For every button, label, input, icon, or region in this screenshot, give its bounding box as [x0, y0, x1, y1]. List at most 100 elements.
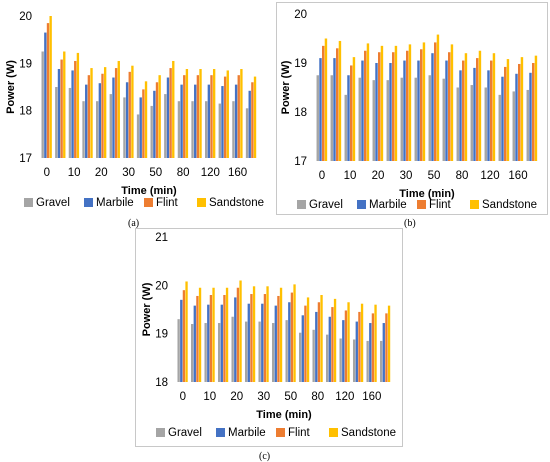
bar-gravel-8	[150, 105, 153, 158]
bar-marbile-2	[347, 75, 350, 161]
y-axis-title: Power (W)	[5, 60, 17, 114]
x-tick-label: 80	[177, 167, 190, 179]
legend-swatch-gravel	[24, 198, 33, 207]
x-tick-label: 80	[311, 391, 324, 403]
legend-swatch-flint	[144, 198, 153, 207]
bar-flint-2	[350, 65, 353, 161]
bar-gravel-6	[400, 77, 403, 161]
bar-flint-14	[518, 63, 521, 162]
bar-gravel-15	[526, 89, 529, 161]
bar-flint-15	[532, 63, 535, 161]
bar-sandstone-14	[374, 304, 377, 382]
bar-sandstone-11	[478, 50, 482, 161]
bar-sandstone-5	[117, 60, 120, 158]
bar-marbile-12	[207, 84, 211, 158]
bar-marbile-9	[166, 77, 170, 158]
y-tick-label: 19	[19, 58, 32, 70]
bar-flint-8	[155, 82, 159, 158]
bar-gravel-13	[218, 103, 221, 158]
legend-swatch-flint	[417, 200, 426, 209]
bar-sandstone-1	[338, 40, 342, 162]
bar-gravel-12	[484, 87, 487, 161]
bar-marbile-10	[315, 311, 318, 382]
bar-sandstone-1	[198, 287, 202, 382]
bar-sandstone-0	[185, 281, 188, 382]
bar-flint-13	[223, 76, 227, 158]
bar-flint-4	[378, 52, 381, 161]
bar-sandstone-0	[49, 16, 52, 158]
bar-flint-6	[263, 294, 267, 382]
y-axis-title: Power (W)	[141, 282, 153, 336]
y-tick-label: 18	[294, 107, 307, 119]
x-tick-label: 80	[456, 170, 469, 182]
x-tick-label: 50	[428, 170, 441, 182]
bar-flint-14	[237, 75, 240, 158]
bar-sandstone-9	[306, 297, 310, 382]
bar-flint-4	[236, 287, 240, 382]
y-tick-label: 19	[294, 58, 307, 70]
bar-sandstone-10	[464, 53, 468, 162]
bar-marbile-8	[288, 302, 291, 382]
bar-flint-13	[358, 311, 361, 382]
x-axis-title: Time (min)	[399, 188, 455, 200]
x-tick-label: 50	[149, 167, 162, 179]
bar-flint-5	[114, 68, 118, 158]
bar-sandstone-12	[492, 53, 496, 162]
bar-marbile-11	[194, 84, 197, 158]
legend-label-gravel: Gravel	[309, 199, 343, 211]
bar-marbile-3	[85, 84, 88, 158]
bar-flint-11	[196, 75, 200, 158]
bar-marbile-6	[125, 82, 129, 158]
x-tick-label: 50	[284, 391, 297, 403]
x-tick-label: 10	[344, 170, 357, 182]
bar-gravel-1	[190, 324, 194, 382]
bar-flint-12	[210, 75, 213, 158]
legend-swatch-marbile	[84, 198, 93, 207]
bar-sandstone-15	[387, 305, 391, 382]
y-tick-label: 17	[19, 153, 32, 165]
bar-flint-1	[60, 59, 63, 158]
legend-label-marbile: Marbile	[369, 199, 407, 211]
x-tick-label: 20	[95, 167, 108, 179]
bar-sandstone-7	[422, 42, 426, 161]
bar-gravel-2	[68, 87, 72, 158]
bar-sandstone-8	[293, 284, 296, 382]
bar-flint-9	[304, 305, 307, 382]
bar-sandstone-4	[380, 45, 384, 161]
bar-marbile-1	[333, 58, 336, 161]
bar-flint-11	[476, 58, 479, 161]
bar-marbile-14	[369, 323, 372, 382]
bar-flint-9	[448, 52, 451, 161]
y-tick-label: 18	[155, 377, 168, 389]
bar-gravel-8	[285, 320, 288, 382]
legend-swatch-marbile	[216, 428, 225, 437]
bar-gravel-7	[414, 77, 417, 161]
bar-gravel-4	[231, 316, 234, 382]
bar-sandstone-9	[172, 60, 175, 158]
bar-marbile-6	[261, 303, 264, 382]
legend-label-marbile: Marbile	[96, 197, 134, 209]
y-tick-label: 17	[294, 156, 307, 168]
bar-flint-5	[392, 52, 395, 161]
caption-c: (c)	[259, 451, 271, 462]
bar-flint-12	[344, 310, 348, 382]
bar-gravel-5	[109, 94, 112, 158]
bar-flint-7	[142, 89, 145, 158]
bar-marbile-9	[445, 60, 448, 161]
bar-marbile-6	[403, 60, 406, 161]
bar-marbile-0	[44, 32, 47, 158]
bar-marbile-13	[355, 321, 358, 382]
bar-flint-5	[250, 294, 253, 382]
bar-sandstone-6	[266, 286, 269, 382]
bar-flint-3	[87, 75, 91, 158]
bar-marbile-0	[180, 299, 183, 382]
bar-gravel-7	[136, 114, 140, 158]
bar-sandstone-2	[212, 287, 215, 382]
bar-flint-10	[462, 60, 465, 161]
legend-label-sandstone: Sandstone	[209, 197, 264, 209]
y-tick-label: 19	[155, 329, 168, 341]
bar-sandstone-4	[103, 67, 107, 158]
bar-marbile-7	[139, 97, 142, 158]
x-tick-label: 20	[372, 170, 385, 182]
bar-marbile-3	[220, 304, 223, 382]
